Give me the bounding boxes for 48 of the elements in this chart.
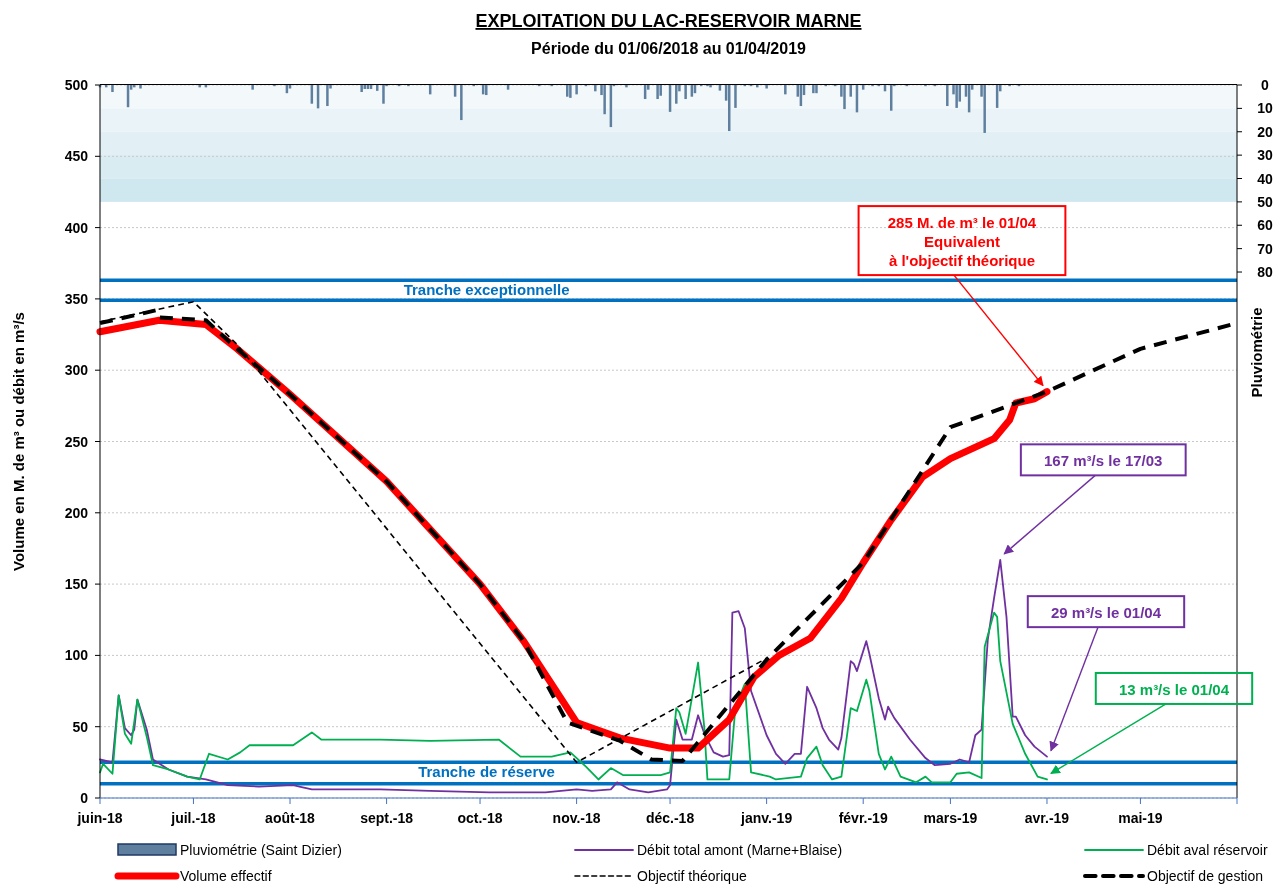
- y-tick-label: 500: [64, 77, 89, 93]
- annotation: 13 m³/s le 01/04: [1118, 680, 1230, 698]
- y-tick-label: 300: [64, 362, 89, 379]
- annotation: 167 m³/s le 17/03: [1044, 452, 1163, 470]
- annotation: 29 m³/s le 01/04: [1050, 604, 1162, 622]
- y2-tick-label: 0: [1261, 77, 1270, 93]
- legend-label: Objectif de gestion: [1147, 868, 1263, 884]
- y-tick-label: 0: [80, 790, 89, 806]
- x-tick-label: janv.-19: [740, 810, 793, 826]
- y2-tick-label: 20: [1257, 123, 1273, 140]
- y2-axis-title: Pluviométrie: [1248, 307, 1265, 398]
- y2-tick-label: 50: [1257, 193, 1273, 210]
- y2-tick-label: 30: [1257, 147, 1273, 164]
- y-tick-label: 400: [64, 219, 89, 236]
- chart-subtitle: Période du 01/06/2018 au 01/04/2019: [531, 40, 807, 57]
- x-tick-label: avr.-19: [1024, 810, 1070, 826]
- x-tick-label: mai-19: [1118, 810, 1163, 826]
- y2-tick-label: 60: [1257, 217, 1273, 234]
- x-tick-label: juil.-18: [170, 810, 216, 826]
- x-tick-label: févr.-19: [838, 810, 888, 826]
- legend-label: Volume effectif: [180, 868, 272, 884]
- x-tick-label: oct.-18: [457, 810, 503, 826]
- y-tick-label: 450: [64, 148, 89, 165]
- legend-label: Objectif théorique: [637, 868, 747, 884]
- legend-label: Pluviométrie (Saint Dizier): [180, 842, 342, 858]
- y-tick-label: 100: [64, 647, 89, 664]
- y2-tick-label: 10: [1257, 100, 1273, 117]
- y2-tick-label: 40: [1257, 170, 1273, 187]
- x-tick-label: août-18: [265, 810, 316, 826]
- x-tick-label: mars-19: [923, 810, 978, 826]
- x-tick-label: sept.-18: [360, 810, 414, 826]
- y2-tick-label: 70: [1257, 240, 1273, 257]
- legend-label: Débit total amont (Marne+Blaise): [637, 842, 843, 858]
- y-tick-label: 350: [64, 290, 89, 307]
- x-tick-label: déc.-18: [645, 810, 695, 826]
- y2-tick-label: 80: [1257, 264, 1273, 281]
- chart-title: EXPLOITATION DU LAC-RESERVOIR MARNE: [475, 11, 862, 31]
- legend-label: Débit aval réservoir: [1147, 842, 1268, 858]
- x-tick-label: nov.-18: [552, 810, 601, 826]
- ref-line-label: Tranche de réserve: [418, 763, 555, 781]
- y-tick-label: 50: [72, 718, 89, 735]
- y-axis-title: Volume en M. de m³ ou débit en m³/s: [10, 312, 27, 571]
- y-tick-label: 150: [64, 576, 89, 593]
- annotation: 285 M. de m³ le 01/04 Equivalent à l'objectif théorique: [887, 214, 1037, 270]
- ref-line-label: Tranche exceptionnelle: [403, 281, 570, 299]
- y-tick-label: 200: [64, 504, 89, 521]
- y-tick-label: 250: [64, 433, 89, 450]
- x-tick-label: juin-18: [76, 810, 123, 826]
